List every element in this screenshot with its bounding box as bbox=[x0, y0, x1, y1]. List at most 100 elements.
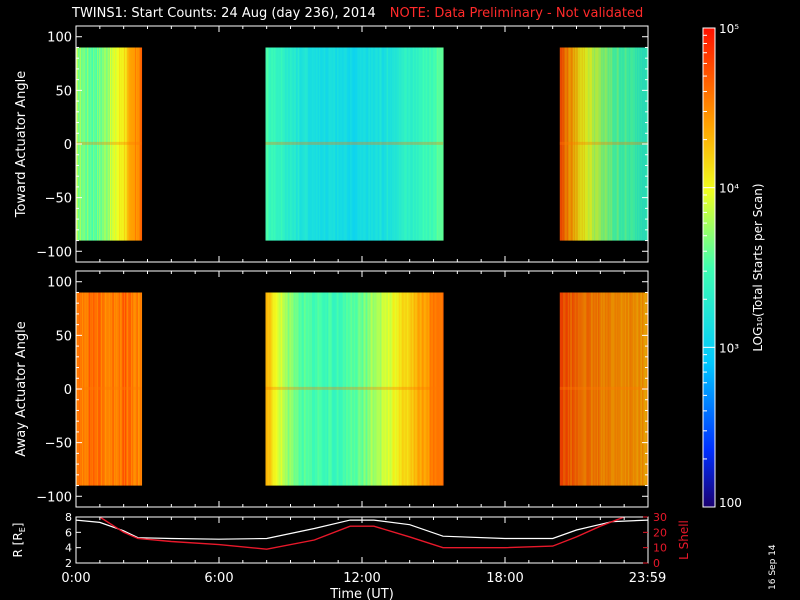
data-column bbox=[416, 292, 418, 486]
data-column bbox=[100, 47, 102, 241]
data-column bbox=[134, 292, 136, 486]
data-column bbox=[90, 292, 92, 486]
data-column bbox=[126, 292, 128, 486]
data-column bbox=[340, 47, 342, 241]
data-column bbox=[562, 292, 564, 486]
data-column bbox=[618, 47, 620, 241]
data-column bbox=[559, 47, 561, 241]
data-column bbox=[591, 292, 593, 486]
zero-angle-band bbox=[265, 386, 444, 390]
data-column bbox=[392, 292, 394, 486]
zero-angle-band bbox=[559, 141, 648, 145]
data-column bbox=[384, 292, 386, 486]
data-column bbox=[303, 292, 305, 486]
data-column bbox=[610, 47, 612, 241]
data-column bbox=[102, 292, 104, 486]
data-column bbox=[307, 292, 309, 486]
data-column bbox=[383, 47, 385, 241]
data-column bbox=[353, 292, 355, 486]
data-column bbox=[86, 292, 88, 486]
data-column bbox=[373, 47, 375, 241]
data-column bbox=[119, 292, 121, 486]
data-column bbox=[311, 292, 313, 486]
data-column bbox=[428, 47, 430, 241]
data-column bbox=[628, 47, 630, 241]
data-column bbox=[587, 292, 589, 486]
data-column bbox=[127, 292, 129, 486]
data-column bbox=[602, 47, 604, 241]
data-column bbox=[425, 292, 427, 486]
data-column bbox=[112, 292, 114, 486]
data-column bbox=[267, 47, 269, 241]
data-column bbox=[421, 47, 423, 241]
x-tick-label: 23:59 bbox=[629, 571, 666, 586]
data-column bbox=[130, 292, 132, 486]
data-column bbox=[105, 47, 107, 241]
data-column bbox=[580, 292, 582, 486]
data-column bbox=[634, 47, 636, 241]
data-column bbox=[276, 47, 278, 241]
data-column bbox=[636, 292, 638, 486]
data-column bbox=[296, 47, 298, 241]
data-column bbox=[639, 292, 641, 486]
data-column bbox=[108, 292, 110, 486]
data-column bbox=[419, 292, 421, 486]
data-column bbox=[427, 292, 429, 486]
data-column bbox=[424, 292, 426, 486]
data-column bbox=[356, 292, 358, 486]
data-column bbox=[565, 292, 567, 486]
data-column bbox=[437, 47, 439, 241]
data-column bbox=[431, 292, 433, 486]
data-column bbox=[104, 292, 106, 486]
data-column bbox=[278, 47, 280, 241]
data-column bbox=[635, 47, 637, 241]
data-column bbox=[105, 292, 107, 486]
data-column bbox=[324, 292, 326, 486]
data-column bbox=[401, 47, 403, 241]
data-column bbox=[331, 292, 333, 486]
data-column bbox=[335, 47, 337, 241]
data-column bbox=[136, 292, 138, 486]
data-column bbox=[430, 47, 432, 241]
data-column bbox=[434, 47, 436, 241]
data-column bbox=[625, 47, 627, 241]
data-column bbox=[306, 292, 308, 486]
data-column bbox=[593, 292, 595, 486]
data-column bbox=[327, 292, 329, 486]
data-column bbox=[388, 292, 390, 486]
data-column bbox=[311, 47, 313, 241]
data-segment-3 bbox=[559, 292, 648, 486]
data-column bbox=[441, 292, 443, 486]
data-column bbox=[378, 292, 380, 486]
data-column bbox=[600, 47, 602, 241]
zero-angle-band bbox=[76, 386, 142, 390]
data-column bbox=[127, 47, 129, 241]
data-column bbox=[406, 292, 408, 486]
data-column bbox=[138, 47, 140, 241]
data-column bbox=[620, 47, 622, 241]
data-column bbox=[576, 292, 578, 486]
data-column bbox=[426, 47, 428, 241]
data-column bbox=[295, 47, 297, 241]
data-column bbox=[377, 47, 379, 241]
data-column bbox=[336, 292, 338, 486]
data-column bbox=[417, 292, 419, 486]
data-column bbox=[401, 292, 403, 486]
data-segment-1 bbox=[76, 292, 143, 486]
data-column bbox=[284, 47, 286, 241]
data-column bbox=[99, 292, 101, 486]
data-column bbox=[594, 47, 596, 241]
data-column bbox=[395, 47, 397, 241]
data-column bbox=[395, 292, 397, 486]
data-column bbox=[561, 292, 563, 486]
data-column bbox=[394, 47, 396, 241]
data-column bbox=[391, 47, 393, 241]
data-column bbox=[588, 292, 590, 486]
data-column bbox=[600, 292, 602, 486]
data-column bbox=[135, 47, 137, 241]
colorbar: 10⁵ 10⁴ 10³ 100 LOG₁₀(Total Starts per Scan) bbox=[702, 22, 765, 510]
toward-angle-panel: 100 50 0 −50 −100 Toward Actuator Angle bbox=[14, 25, 649, 263]
data-column bbox=[269, 292, 271, 486]
data-column bbox=[292, 292, 294, 486]
